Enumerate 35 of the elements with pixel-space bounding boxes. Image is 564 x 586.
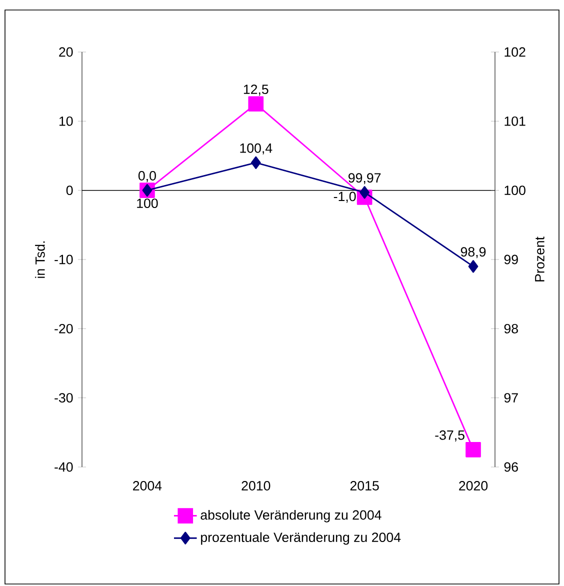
y-tick-label: 10 (59, 116, 73, 126)
data-label: 99,97 (348, 173, 381, 184)
y-tick-label: 0 (66, 186, 73, 196)
y-axis-title: in Tsd. (35, 241, 45, 278)
y2-tick-label: 100 (504, 186, 526, 196)
data-label: 98,9 (460, 247, 486, 258)
x-tick-label: 2015 (350, 481, 379, 490)
point (250, 156, 261, 170)
y2-axis-title: Prozent (535, 236, 544, 282)
data-label: 0,0 (138, 171, 156, 182)
data-label: -1,0 (334, 192, 356, 203)
data-label: 100,4 (240, 143, 272, 154)
x-tick-label: 2004 (133, 481, 162, 490)
y2-tick-label: 99 (504, 254, 518, 264)
legend-label: absolute Veränderung zu 2004 (200, 510, 382, 522)
y-tick-label: 20 (59, 47, 73, 57)
y2-tick-label: 96 (504, 462, 518, 472)
y2-tick-label: 97 (504, 393, 518, 403)
point (360, 186, 370, 199)
x-tick-label: 2020 (459, 481, 488, 490)
legend-label: prozentuale Veränderung zu 2004 (201, 532, 401, 545)
y-tick-label: -10 (54, 254, 73, 264)
y-tick-label: -30 (54, 393, 73, 403)
y2-tick-label: 102 (504, 47, 526, 57)
data-label: 12,5 (244, 84, 268, 96)
data-label: -37,5 (435, 430, 464, 442)
y-tick-label: -20 (54, 324, 73, 334)
x-tick-label: 2010 (242, 481, 270, 490)
y-tick-label: -40 (54, 462, 73, 472)
point (466, 442, 481, 458)
y2-tick-label: 98 (504, 324, 518, 334)
data-label: 100 (137, 198, 158, 208)
point (468, 260, 478, 273)
point (248, 96, 264, 112)
y2-tick-label: 101 (504, 116, 526, 126)
